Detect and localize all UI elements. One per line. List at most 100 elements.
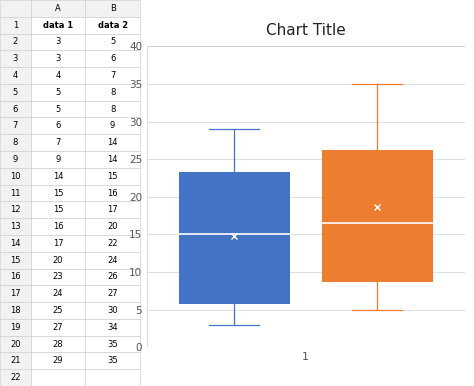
Bar [31,117,85,134]
Text: 27: 27 [107,289,118,298]
Bar [0,67,31,84]
Bar [31,151,85,168]
Text: 16: 16 [53,222,64,231]
Bar [31,336,85,352]
Text: 25: 25 [53,306,64,315]
Bar [85,235,140,252]
Text: data 1: data 1 [43,21,73,30]
Text: 24: 24 [107,256,118,265]
Bar [31,0,85,17]
Bar [85,269,140,285]
Bar [0,201,31,218]
Bar [85,336,140,352]
Bar [0,168,31,185]
Bar [85,34,140,50]
Bar [85,218,140,235]
Text: 28: 28 [53,340,64,349]
Text: 5: 5 [55,105,61,113]
Bar [31,168,85,185]
Text: data 2: data 2 [98,21,128,30]
Bar [31,319,85,336]
Text: 12: 12 [10,205,21,214]
Bar [31,218,85,235]
Bar [0,117,31,134]
Bar [0,352,31,369]
Text: 14: 14 [107,155,118,164]
Text: 8: 8 [110,105,115,113]
Text: A: A [55,4,61,13]
Text: 7: 7 [13,121,18,130]
Text: 14: 14 [107,138,118,147]
Text: 15: 15 [107,172,118,181]
Bar [31,67,85,84]
Text: 3: 3 [13,54,18,63]
Bar [0,218,31,235]
Bar [85,0,140,17]
Text: 17: 17 [10,289,21,298]
Bar [85,201,140,218]
Text: 15: 15 [53,205,64,214]
Text: 22: 22 [107,239,118,248]
Text: 1: 1 [13,21,18,30]
Text: 3: 3 [55,54,61,63]
Bar [31,285,85,302]
Bar [0,235,31,252]
Text: 30: 30 [107,306,118,315]
Bar [31,17,85,34]
Text: 27: 27 [53,323,64,332]
Bar [31,269,85,285]
Bar [31,34,85,50]
Text: 3: 3 [55,37,61,46]
Bar [31,201,85,218]
Bar [85,84,140,101]
Bar [85,17,140,34]
Bar [31,101,85,117]
Text: 24: 24 [53,289,64,298]
Text: 29: 29 [53,356,64,365]
Bar [85,67,140,84]
Bar [0,17,31,34]
Bar [85,352,140,369]
Text: 7: 7 [55,138,61,147]
Bar [85,252,140,269]
Text: 19: 19 [10,323,21,332]
Bar [0,269,31,285]
Text: 10: 10 [10,172,21,181]
Bar [31,50,85,67]
Bar [31,369,85,386]
Bar [85,302,140,319]
Text: 13: 13 [10,222,21,231]
Bar [85,101,140,117]
Bar [147,46,465,347]
Text: 5: 5 [13,88,18,97]
Text: 21: 21 [10,356,21,365]
Text: 14: 14 [53,172,64,181]
Bar [0,252,31,269]
Bar [0,336,31,352]
Bar [31,235,85,252]
Bar [85,185,140,201]
Bar [0,285,31,302]
Text: 15: 15 [53,188,64,198]
Text: B: B [109,4,116,13]
Text: 6: 6 [110,54,115,63]
Bar [31,185,85,201]
Text: 20: 20 [10,340,21,349]
Bar [85,117,140,134]
Bar [0,369,31,386]
Text: 20: 20 [53,256,64,265]
Text: 23: 23 [53,273,64,281]
Text: 26: 26 [107,273,118,281]
Bar [85,285,140,302]
Text: 17: 17 [107,205,118,214]
Bar [0,84,31,101]
Text: 16: 16 [10,273,21,281]
Bar [31,252,85,269]
Text: 5: 5 [110,37,115,46]
Text: 15: 15 [10,256,21,265]
Text: 6: 6 [55,121,61,130]
Bar [31,302,85,319]
Text: 18: 18 [10,306,21,315]
Text: 9: 9 [55,155,61,164]
Text: 8: 8 [110,88,115,97]
